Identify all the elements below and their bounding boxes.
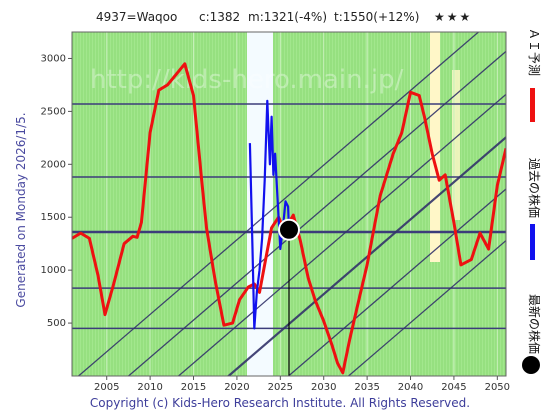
y-tick-label: 1500 [41,212,66,223]
legend-past-price-swatch [530,224,535,260]
legend: ＡＩ予測 過去の株価 最新の株価 [512,28,560,380]
x-tick-label: 2045 [441,382,466,393]
rating-stars: ★★★ [434,10,473,24]
x-tick-label: 2005 [94,382,119,393]
y-tick-label: 2000 [41,159,66,170]
trend-channel-lines [77,32,506,376]
trend-line [226,135,506,376]
x-tick-label: 2020 [224,382,249,393]
trend-line [347,239,506,376]
chart-header: 4937=Waqoo c:1382 m:1321(-4%) t:1550(+12… [0,0,560,30]
trend-line [287,188,506,376]
x-tick-label: 2035 [354,382,379,393]
x-tick-label: 2025 [268,382,293,393]
legend-latest-price-marker [522,356,540,374]
x-tick-label: 2010 [137,382,162,393]
watermark: http://kids-hero.main.jp/ [90,65,404,95]
copyright-footer: Copyright (c) Kids-Hero Research Institu… [89,396,471,410]
y-tick-label: 1000 [41,265,66,276]
mid-price: m:1321(-4%) [248,10,328,24]
trend-line [177,93,506,376]
x-tick-label: 2050 [485,382,510,393]
y-tick-label: 3000 [41,53,66,64]
trend-line [77,32,480,376]
trend-line [127,50,506,376]
x-tick-label: 2015 [181,382,206,393]
highlight-column-cream-2 [452,70,460,220]
y-tick-label: 500 [47,318,66,329]
plot-border [71,31,507,377]
highlight-column-cream-1 [430,32,440,262]
legend-ai-forecast-swatch [530,88,535,122]
current-price: c:1382 [199,10,241,24]
latest-price-marker [278,218,300,241]
x-tick-label: 2030 [311,382,336,393]
y-tick-label: 2500 [41,106,66,117]
target-price: t:1550(+12%) [334,10,420,24]
x-tick-label: 2040 [398,382,423,393]
stock-code-name: 4937=Waqoo [96,10,178,24]
